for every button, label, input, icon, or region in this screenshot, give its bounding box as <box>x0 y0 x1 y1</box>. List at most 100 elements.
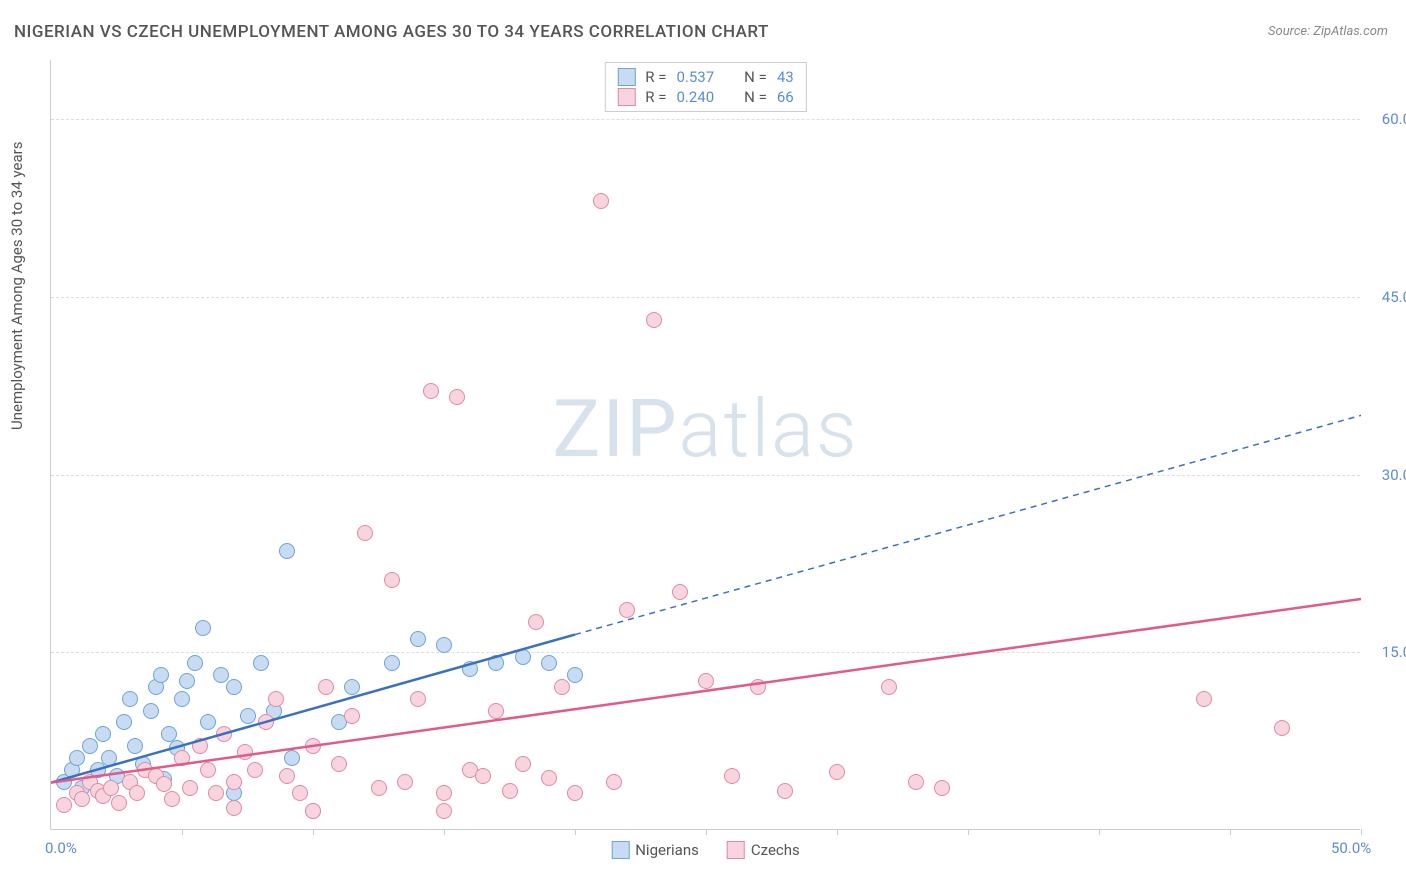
data-point <box>698 673 714 689</box>
stats-row: R = 0.240 N = 66 <box>617 87 793 107</box>
data-point <box>292 785 308 801</box>
x-tick-mark <box>313 829 314 835</box>
data-point <box>95 726 111 742</box>
data-point <box>284 750 300 766</box>
data-point <box>646 312 662 328</box>
x-tick-mark <box>1099 829 1100 835</box>
n-label: N = <box>744 88 767 106</box>
data-point <box>226 679 242 695</box>
stats-row: R = 0.537 N = 43 <box>617 67 793 87</box>
data-point <box>247 762 263 778</box>
data-point <box>305 738 321 754</box>
series-swatch <box>727 841 745 859</box>
data-point <box>103 780 119 796</box>
series-swatch <box>617 68 635 86</box>
data-point <box>179 673 195 689</box>
data-point <box>213 667 229 683</box>
stats-legend-box: R = 0.537 N = 43 R = 0.240 N = 66 <box>604 62 806 112</box>
data-point <box>750 679 766 695</box>
gridline <box>51 652 1360 653</box>
x-tick-mark <box>706 829 707 835</box>
data-point <box>318 679 334 695</box>
data-point <box>258 714 274 730</box>
legend-label: Nigerians <box>635 841 699 859</box>
data-point <box>449 389 465 405</box>
data-point <box>143 703 159 719</box>
data-point <box>164 791 180 807</box>
gridline <box>51 475 1360 476</box>
x-tick-mark <box>575 829 576 835</box>
data-point <box>528 614 544 630</box>
data-point <box>174 750 190 766</box>
data-point <box>111 795 127 811</box>
data-point <box>226 774 242 790</box>
source-label: Source: ZipAtlas.com <box>1268 24 1388 39</box>
x-tick-label: 50.0% <box>1331 839 1371 857</box>
data-point <box>1274 720 1290 736</box>
series-swatch <box>611 841 629 859</box>
y-tick-label: 45.0% <box>1382 288 1406 306</box>
data-point <box>502 783 518 799</box>
x-tick-mark <box>444 829 445 835</box>
data-point <box>515 756 531 772</box>
data-point <box>116 714 132 730</box>
data-point <box>153 667 169 683</box>
gridline <box>51 297 1360 298</box>
data-point <box>208 785 224 801</box>
data-point <box>195 620 211 636</box>
data-point <box>881 679 897 695</box>
data-point <box>410 631 426 647</box>
data-point <box>567 667 583 683</box>
data-point <box>279 768 295 784</box>
data-point <box>240 708 256 724</box>
data-point <box>192 738 208 754</box>
data-point <box>268 691 284 707</box>
data-point <box>1196 691 1212 707</box>
data-point <box>187 655 203 671</box>
data-point <box>423 383 439 399</box>
chart-container: NIGERIAN VS CZECH UNEMPLOYMENT AMONG AGE… <box>0 0 1406 892</box>
data-point <box>384 572 400 588</box>
r-value: 0.537 <box>676 68 714 86</box>
legend-item: Czechs <box>727 841 800 859</box>
data-point <box>436 637 452 653</box>
n-label: N = <box>744 68 767 86</box>
legend-label: Czechs <box>751 841 800 859</box>
data-point <box>934 780 950 796</box>
data-point <box>182 780 198 796</box>
data-point <box>279 543 295 559</box>
data-point <box>371 780 387 796</box>
plot-area: ZIPatlas R =0.537N =43R =0.240N =66 Nige… <box>50 60 1360 830</box>
data-point <box>122 691 138 707</box>
data-point <box>593 193 609 209</box>
data-point <box>515 649 531 665</box>
data-point <box>554 679 570 695</box>
y-tick-label: 30.0% <box>1382 466 1406 484</box>
x-tick-mark <box>1230 829 1231 835</box>
data-point <box>397 774 413 790</box>
y-tick-label: 15.0% <box>1382 643 1406 661</box>
series-legend: Nigerians Czechs <box>611 841 800 859</box>
legend-item: Nigerians <box>611 841 699 859</box>
data-point <box>344 679 360 695</box>
data-point <box>436 785 452 801</box>
data-point <box>69 750 85 766</box>
data-point <box>156 776 172 792</box>
n-value: 43 <box>777 68 794 86</box>
data-point <box>253 655 269 671</box>
watermark: ZIPatlas <box>552 382 858 476</box>
n-value: 66 <box>777 88 794 106</box>
data-point <box>619 602 635 618</box>
data-point <box>724 768 740 784</box>
r-label: R = <box>645 88 666 106</box>
data-point <box>488 703 504 719</box>
chart-title: NIGERIAN VS CZECH UNEMPLOYMENT AMONG AGE… <box>14 22 769 42</box>
data-point <box>56 797 72 813</box>
r-label: R = <box>645 68 666 86</box>
data-point <box>200 762 216 778</box>
data-point <box>82 738 98 754</box>
y-axis-label: Unemployment Among Ages 30 to 34 years <box>8 142 26 430</box>
data-point <box>129 785 145 801</box>
r-value: 0.240 <box>676 88 714 106</box>
x-tick-mark <box>1361 829 1362 835</box>
